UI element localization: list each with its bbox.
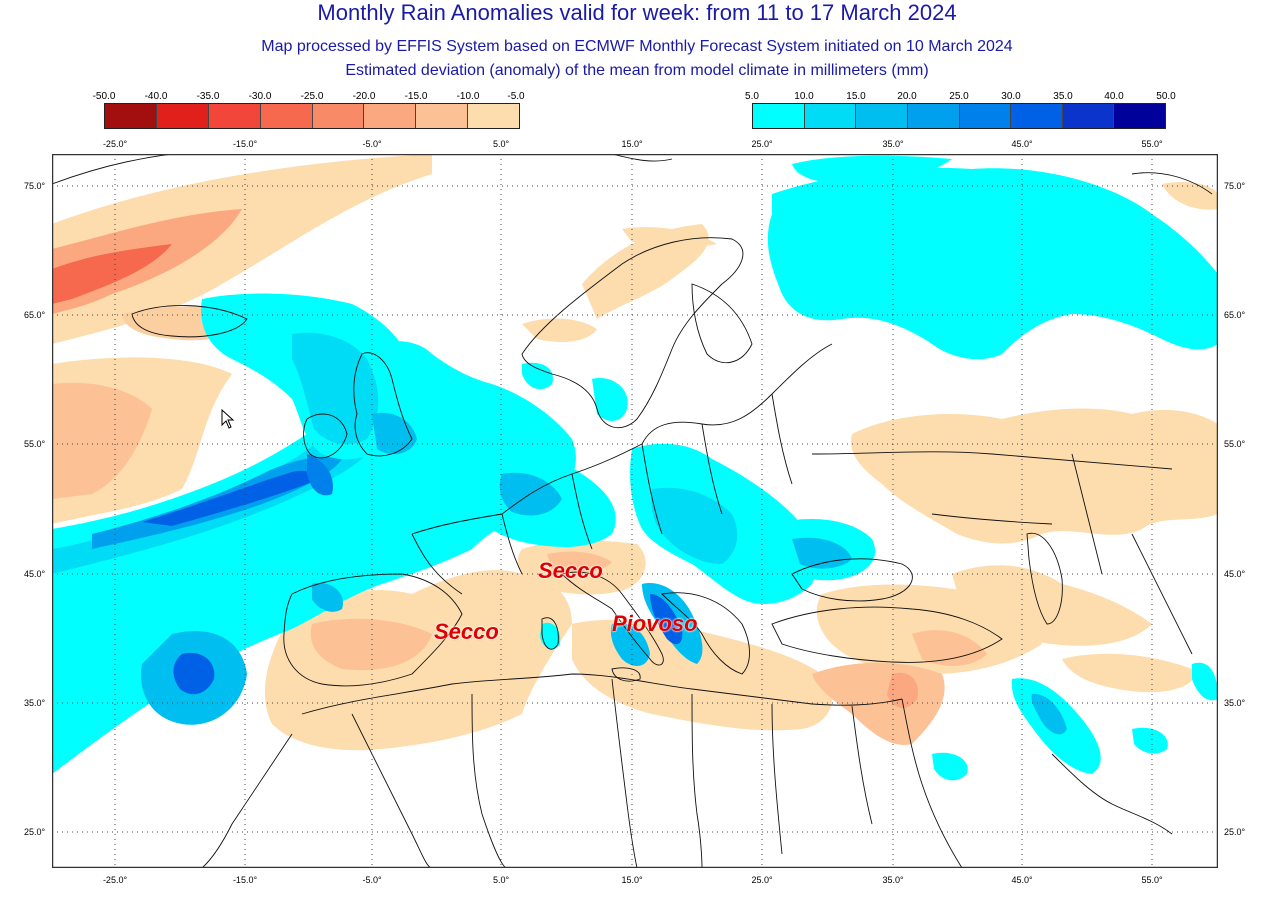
lat-tick-left: 65.0° bbox=[24, 310, 46, 320]
wet-swatch bbox=[804, 104, 857, 128]
dry-label: -20.0 bbox=[352, 91, 376, 102]
wet-label: 10.0 bbox=[794, 91, 814, 102]
wet-label: 20.0 bbox=[897, 91, 917, 102]
lat-tick-left: 55.0° bbox=[24, 439, 46, 449]
dry-label: -25.0 bbox=[300, 91, 324, 102]
lon-tick-bottom: -25.0° bbox=[102, 875, 128, 885]
wet-swatch bbox=[1011, 104, 1063, 128]
lon-tick-top: 15.0° bbox=[621, 139, 643, 149]
lat-tick-right: 75.0° bbox=[1224, 181, 1246, 191]
dry-label: -40.0 bbox=[144, 91, 168, 102]
lat-tick-left: 25.0° bbox=[24, 827, 46, 837]
dry-colorbar bbox=[104, 103, 520, 129]
lon-tick-top: 55.0° bbox=[1141, 139, 1163, 149]
dry-swatch bbox=[364, 104, 417, 128]
lon-tick-bottom: -5.0° bbox=[362, 875, 382, 885]
dry-swatch bbox=[208, 104, 261, 128]
dry-swatch bbox=[260, 104, 313, 128]
lon-tick-bottom: 25.0° bbox=[751, 875, 773, 885]
lat-tick-right: 65.0° bbox=[1224, 310, 1246, 320]
wet-legend-labels: 5.0 10.0 15.0 20.0 25.0 30.0 35.0 40.0 5… bbox=[745, 91, 1176, 103]
lon-tick-top: 5.0° bbox=[492, 139, 510, 149]
map-subtitle: Map processed by EFFIS System based on E… bbox=[261, 38, 1013, 55]
lon-tick-bottom: 45.0° bbox=[1011, 875, 1033, 885]
lon-tick-top: -25.0° bbox=[102, 139, 128, 149]
lon-tick-bottom: 15.0° bbox=[621, 875, 643, 885]
wet-label: 35.0 bbox=[1053, 91, 1073, 102]
wet-label: 40.0 bbox=[1104, 91, 1124, 102]
dry-label: -50.0 bbox=[92, 91, 116, 102]
annotation-secco-spain: Secco bbox=[434, 619, 499, 644]
annotation-piovoso: Piovoso bbox=[612, 611, 698, 636]
dry-legend-labels: -50.0 -40.0 -35.0 -30.0 -25.0 -20.0 -15.… bbox=[93, 91, 525, 103]
wet-swatch bbox=[1062, 104, 1115, 128]
lat-tick-right: 35.0° bbox=[1224, 698, 1246, 708]
mouse-cursor-icon bbox=[221, 409, 235, 429]
dry-swatch bbox=[156, 104, 209, 128]
dry-swatch bbox=[468, 104, 519, 128]
lat-tick-left: 75.0° bbox=[24, 181, 46, 191]
wet-label: 30.0 bbox=[1001, 91, 1021, 102]
lon-tick-top: 25.0° bbox=[751, 139, 773, 149]
wet-anomaly-regions bbox=[52, 155, 1218, 781]
coastlines bbox=[52, 154, 1213, 868]
lon-tick-bottom: 55.0° bbox=[1141, 875, 1163, 885]
lat-tick-right: 45.0° bbox=[1224, 569, 1246, 579]
lon-tick-bottom: 5.0° bbox=[492, 875, 510, 885]
lon-tick-bottom: -15.0° bbox=[232, 875, 258, 885]
lat-tick-right: 55.0° bbox=[1224, 439, 1246, 449]
wet-swatch bbox=[753, 104, 805, 128]
lat-tick-left: 35.0° bbox=[24, 698, 46, 708]
wet-swatch bbox=[1114, 104, 1165, 128]
wet-swatch bbox=[856, 104, 908, 128]
lon-tick-top: 45.0° bbox=[1011, 139, 1033, 149]
wet-swatch bbox=[959, 104, 1012, 128]
dry-anomaly-regions bbox=[52, 154, 1218, 751]
dry-label: -30.0 bbox=[248, 91, 272, 102]
dry-label: -35.0 bbox=[196, 91, 220, 102]
lon-tick-top: 35.0° bbox=[882, 139, 904, 149]
lon-tick-bottom: 35.0° bbox=[882, 875, 904, 885]
wet-colorbar bbox=[752, 103, 1166, 129]
lat-tick-left: 45.0° bbox=[24, 569, 46, 579]
lon-tick-top: -5.0° bbox=[362, 139, 382, 149]
graticule bbox=[52, 154, 1218, 868]
annotation-secco-north: Secco bbox=[538, 558, 603, 583]
lon-tick-top: -15.0° bbox=[232, 139, 258, 149]
wet-label: 5.0 bbox=[745, 91, 759, 102]
wet-label: 50.0 bbox=[1156, 91, 1176, 102]
rain-anomaly-map bbox=[52, 154, 1218, 868]
dry-swatch bbox=[416, 104, 469, 128]
map-title: Monthly Rain Anomalies valid for week: f… bbox=[317, 0, 957, 25]
wet-swatch bbox=[907, 104, 960, 128]
wet-label: 25.0 bbox=[949, 91, 969, 102]
dry-swatch bbox=[105, 104, 157, 128]
dry-swatch bbox=[312, 104, 365, 128]
dry-label: -5.0 bbox=[507, 91, 525, 102]
dry-label: -15.0 bbox=[404, 91, 428, 102]
wet-label: 15.0 bbox=[846, 91, 866, 102]
map-description: Estimated deviation (anomaly) of the mea… bbox=[345, 62, 929, 79]
lat-tick-right: 25.0° bbox=[1224, 827, 1246, 837]
dry-label: -10.0 bbox=[456, 91, 480, 102]
